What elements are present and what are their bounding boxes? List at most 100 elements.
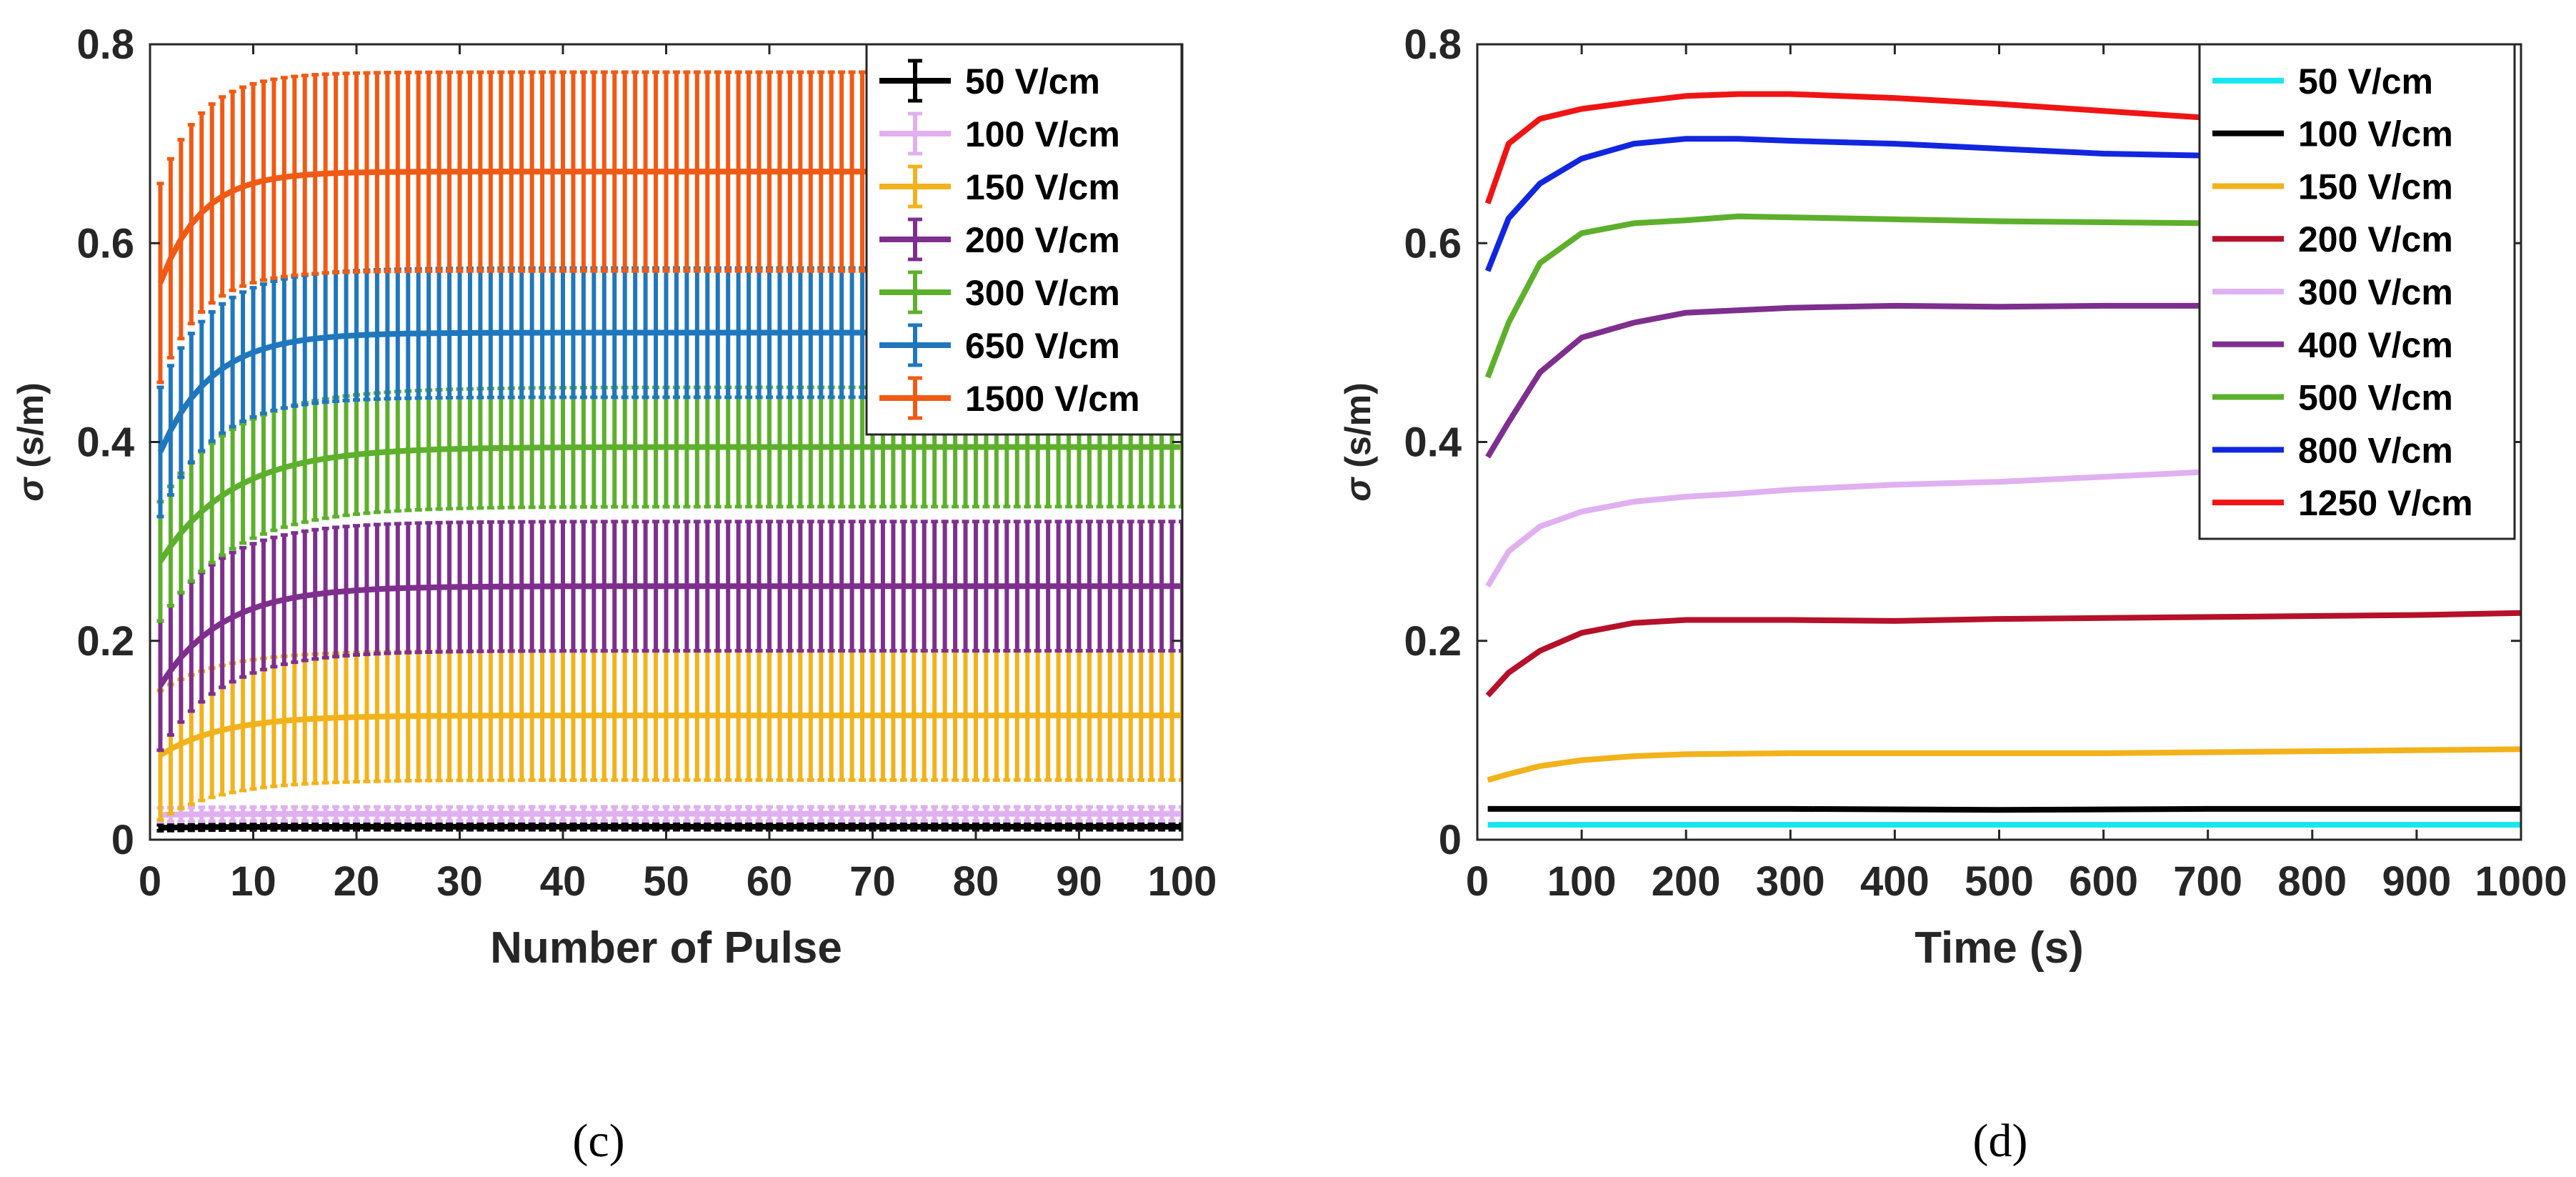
series-line	[1487, 746, 2521, 783]
legend-entry: 100 V/cm	[2212, 114, 2453, 154]
series-line	[1485, 469, 2208, 588]
y-tick-label: 0.8	[76, 21, 134, 68]
legend-entry: 150 V/cm	[2212, 167, 2453, 207]
legend-entry: 1250 V/cm	[2212, 483, 2473, 523]
series-line	[1487, 805, 2521, 813]
chart-panel-d: 0 100 200 300 400 500 600 700 800 900 1000 0 0.2 0.4 0…	[1338, 21, 2567, 1167]
x-tick-label: 40	[540, 858, 586, 905]
x-tick-label: 200	[1652, 858, 1721, 905]
x-tick-label: 100	[1547, 858, 1617, 905]
series-8	[1484, 91, 2208, 204]
x-tick-label: 30	[436, 858, 483, 905]
series-line	[1485, 610, 2521, 697]
legend-entry: 50 V/cm	[879, 59, 1100, 103]
legend-label: 200 V/cm	[965, 220, 1120, 260]
series-4	[156, 385, 1182, 623]
x-tick-label: 70	[849, 858, 896, 905]
series-3	[1485, 610, 2521, 697]
y-axis-units: (s/m)	[11, 382, 51, 467]
series-line	[159, 712, 1182, 758]
y-tick-label: 0.2	[76, 618, 134, 665]
series-7	[1484, 136, 2208, 272]
legend-label: 800 V/cm	[2298, 430, 2453, 470]
legend-label: 650 V/cm	[965, 326, 1120, 366]
x-axis-label: Number of Pulse	[490, 923, 842, 973]
series-4	[1485, 469, 2208, 588]
series-5	[1485, 302, 2208, 459]
legend-entry: 150 V/cm	[879, 164, 1120, 209]
legend: 50 V/cm 100 V/cm 150 V/cm 200 V/cm 300 V/cm 4…	[2198, 43, 2516, 540]
y-tick-label: 0.4	[76, 419, 134, 466]
y-tick-label: 0.2	[1404, 618, 1462, 665]
legend: 50 V/cm 100 V/cm 150 V/cm 200 V/cm 300 V/cm 6…	[865, 43, 1183, 436]
y-axis-label: σ (s/m)	[11, 382, 51, 502]
y-axis-label: σ (s/m)	[1338, 382, 1378, 502]
x-axis-label: Time (s)	[1914, 923, 2084, 973]
x-tick-label: 300	[1756, 858, 1825, 905]
x-tick-label: 600	[2069, 858, 2138, 905]
series-3	[156, 520, 1182, 753]
series-1	[1487, 805, 2521, 813]
legend-label: 1250 V/cm	[2298, 483, 2473, 523]
legend-label: 100 V/cm	[965, 114, 1120, 154]
x-tick-label: 50	[643, 858, 689, 905]
legend-label: 100 V/cm	[2298, 114, 2453, 154]
x-tick-label: 0	[139, 858, 161, 905]
series-6	[156, 70, 1182, 384]
panel-caption: (d)	[1973, 1115, 2028, 1167]
y-tick-label: 0.4	[1404, 419, 1462, 466]
legend-label: 150 V/cm	[2298, 167, 2453, 207]
legend-label: 500 V/cm	[2298, 378, 2453, 418]
series-line	[1485, 302, 2208, 459]
x-tick-label: 500	[1965, 858, 2034, 905]
legend-entry: 650 V/cm	[879, 323, 1120, 367]
legend-entry: 50 V/cm	[2212, 61, 2433, 101]
y-tick-label: 0.6	[1404, 220, 1462, 267]
legend-label: 200 V/cm	[2298, 219, 2453, 259]
x-tick-label: 800	[2277, 858, 2347, 905]
series-line	[1484, 91, 2208, 204]
y-axis-symbol: σ	[1338, 468, 1378, 502]
x-tick-label: 10	[230, 858, 276, 905]
legend-label: 50 V/cm	[965, 61, 1100, 101]
x-tick-label: 100	[1148, 858, 1217, 905]
legend-label: 150 V/cm	[965, 167, 1120, 207]
legend-entry: 800 V/cm	[2212, 430, 2453, 470]
legend-entry: 200 V/cm	[879, 217, 1120, 262]
legend-label: 1500 V/cm	[965, 379, 1140, 419]
series-6	[1484, 213, 2208, 379]
series-line	[158, 444, 1182, 563]
x-tick-label: 0	[1466, 858, 1489, 905]
legend-entry: 400 V/cm	[2212, 325, 2453, 365]
legend-entry: 300 V/cm	[879, 270, 1120, 314]
series-0	[156, 822, 1182, 833]
chart-panel-c: 0 10 20 30 40 50 60 70 80 90 100 0 0.2 0.4 0.6 0.8 Numbe…	[11, 21, 1217, 1167]
series-1	[156, 805, 1182, 824]
legend-label: 300 V/cm	[2298, 272, 2453, 312]
x-tick-label: 60	[747, 858, 793, 905]
y-axis-symbol: σ	[11, 468, 51, 502]
x-tick-label: 400	[1860, 858, 1929, 905]
legend-label: 400 V/cm	[2298, 325, 2453, 365]
legend-entry: 100 V/cm	[879, 111, 1120, 156]
x-tick-label: 20	[334, 858, 380, 905]
y-tick-label: 0.8	[1404, 21, 1462, 68]
series-2	[156, 649, 1182, 822]
x-tick-label: 80	[953, 858, 999, 905]
y-tick-label: 0.6	[76, 220, 134, 267]
legend-entry: 1500 V/cm	[879, 376, 1140, 420]
x-tick-label: 700	[2173, 858, 2242, 905]
legend-label: 300 V/cm	[965, 273, 1120, 313]
plot-area	[1484, 91, 2521, 828]
series-line	[160, 823, 1182, 831]
legend-label: 50 V/cm	[2298, 61, 2433, 101]
series-line	[1484, 136, 2208, 272]
x-tick-label: 900	[2382, 858, 2452, 905]
series-line	[160, 810, 1182, 818]
legend-entry: 300 V/cm	[2212, 272, 2453, 312]
panel-caption: (c)	[572, 1115, 624, 1167]
x-tick-label: 90	[1056, 858, 1102, 905]
y-tick-label: 0	[1439, 817, 1462, 863]
x-tick-label: 1000	[2475, 858, 2567, 905]
